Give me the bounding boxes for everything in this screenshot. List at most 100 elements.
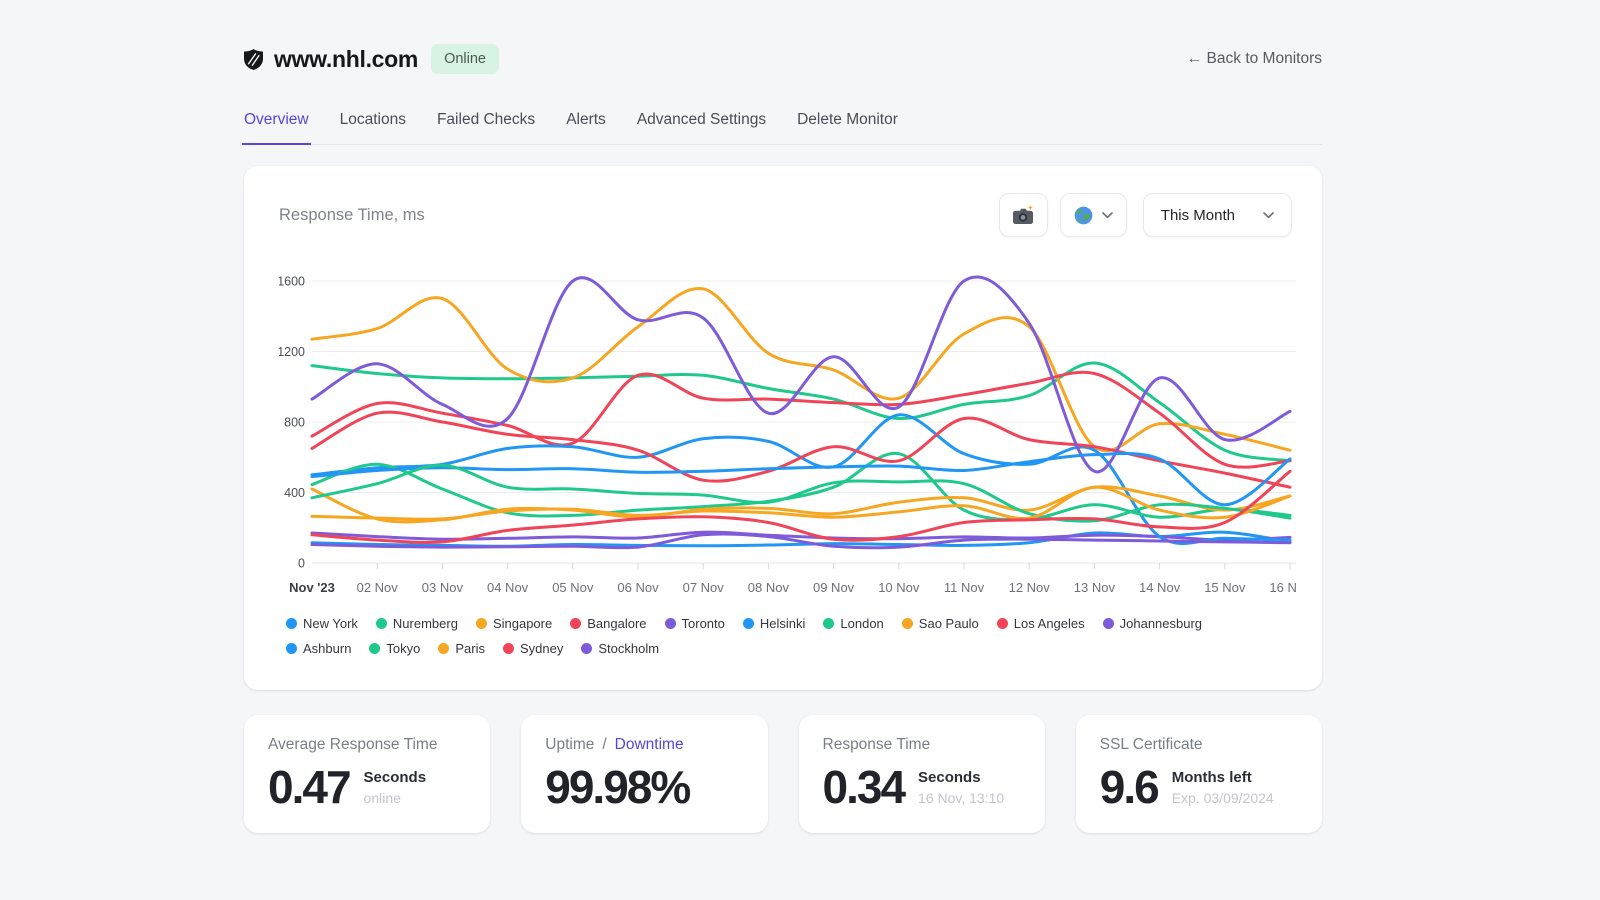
period-label: This Month [1160, 206, 1235, 224]
status-badge: Online [431, 44, 499, 74]
legend-label: Los Angeles [1013, 616, 1085, 631]
stat-sub: online [363, 789, 401, 806]
stat-side: Seconds online [364, 769, 427, 806]
legend-item-ashburn[interactable]: Ashburn [286, 641, 351, 656]
tab-overview[interactable]: Overview [242, 111, 311, 145]
x-axis-label: 08 Nov [748, 580, 790, 595]
x-axis-label: 12 Nov [1009, 580, 1051, 595]
legend-item-los-angeles[interactable]: Los Angeles [996, 616, 1085, 631]
legend-item-nuremberg[interactable]: Nuremberg [375, 616, 458, 631]
stat-value-row: 0.34 Seconds 16 Nov, 13:10 [823, 763, 1021, 812]
legend-item-toronto[interactable]: Toronto [664, 616, 725, 631]
legend-dot [1102, 618, 1114, 629]
tab-alerts[interactable]: Alerts [566, 111, 606, 128]
legend-item-london[interactable]: London [823, 616, 884, 631]
site-cluster: www.nhl.com Online [244, 44, 499, 74]
back-to-monitors-link[interactable]: ← Back to Monitors [1186, 50, 1322, 67]
stat-card-average-response-time: Average Response Time 0.47 Seconds online [244, 715, 491, 834]
legend-dot [742, 618, 754, 629]
series-line-johannesburg [310, 275, 1292, 474]
legend-dot [438, 643, 450, 654]
stat-side: Months left Exp. 03/09/2024 [1172, 769, 1274, 806]
legend-item-singapore[interactable]: Singapore [475, 616, 553, 631]
legend-dot [823, 618, 835, 629]
legend-item-tokyo[interactable]: Tokyo [369, 641, 420, 656]
x-axis-label: 03 Nov [422, 580, 464, 595]
page-title: www.nhl.com [274, 45, 419, 72]
legend-label: Sao Paulo [918, 616, 979, 631]
stat-label-text: Average Response Time [268, 736, 438, 753]
stat-label-text: SSL Certificate [1099, 736, 1203, 753]
x-axis-label: 11 Nov [944, 580, 985, 595]
stat-label: SSL Certificate [1100, 736, 1298, 754]
tab-failed-checks[interactable]: Failed Checks [436, 111, 536, 128]
stat-label-text: Response Time [822, 736, 931, 753]
nhl-shield-icon [244, 48, 263, 70]
legend-dot [286, 618, 297, 629]
x-axis-label: 02 Nov [357, 580, 399, 595]
region-select-button[interactable] [1059, 193, 1127, 237]
x-axis-label: 16 Nov [1269, 580, 1296, 595]
legend-label: Tokyo [386, 641, 421, 656]
x-axis-label: 09 Nov [813, 580, 855, 595]
legend-label: Sydney [520, 641, 564, 656]
legend-label: Paris [455, 641, 486, 656]
legend-dot [375, 618, 387, 629]
legend-dot [503, 643, 515, 654]
page-header: www.nhl.com Online ← Back to Monitors [244, 44, 1322, 74]
screenshot-button[interactable] [998, 193, 1048, 237]
series-line-stockholm [310, 532, 1292, 550]
legend-label: Ashburn [303, 641, 352, 656]
tab-delete-monitor[interactable]: Delete Monitor [797, 111, 898, 128]
legend-item-bangalore[interactable]: Bangalore [570, 616, 647, 631]
legend-dot [475, 618, 487, 629]
legend-item-new-york[interactable]: New York [286, 616, 358, 631]
stat-value: 99.98% [545, 761, 691, 813]
legend-dot [369, 643, 381, 654]
period-select[interactable]: This Month [1142, 193, 1292, 237]
legend-dot [901, 618, 913, 629]
stat-unit: Months left [1171, 768, 1252, 786]
stat-side: Seconds 16 Nov, 13:10 [918, 769, 1004, 806]
series-line-tokyo [310, 463, 1292, 523]
tab-advanced-settings[interactable]: Advanced Settings [636, 111, 767, 128]
response-time-card: Response Time, ms [244, 166, 1322, 690]
legend-dot [996, 618, 1008, 629]
legend-label: New York [303, 616, 358, 631]
series-line-los-angeles [310, 410, 1292, 489]
legend-item-sydney[interactable]: Sydney [503, 641, 563, 656]
legend-item-stockholm[interactable]: Stockholm [581, 641, 659, 656]
y-axis-label: 1200 [279, 345, 305, 359]
series-line-bangalore [310, 370, 1292, 469]
x-axis-label: 14 Nov [1139, 580, 1181, 595]
x-axis-label: Nov '23 [289, 580, 335, 595]
stat-label-text: Uptime [545, 736, 595, 753]
chart-title: Response Time, ms [279, 205, 425, 224]
stat-card-uptime: Uptime / Downtime 99.98% [521, 715, 768, 834]
stat-unit: Seconds [918, 768, 981, 786]
legend-item-paris[interactable]: Paris [438, 641, 485, 656]
stat-unit: Seconds [363, 768, 427, 786]
tab-locations[interactable]: Locations [339, 111, 406, 128]
legend-label: Singapore [492, 616, 553, 631]
legend-dot [581, 643, 593, 654]
stat-label: Uptime / Downtime [545, 736, 743, 754]
stat-label-accent[interactable]: Downtime [614, 736, 684, 753]
stat-sub: Exp. 03/09/2024 [1171, 789, 1274, 806]
series-line-sydney [310, 469, 1292, 544]
legend-item-helsinki[interactable]: Helsinki [742, 616, 805, 631]
legend-label: Bangalore [587, 616, 647, 631]
legend-item-sao-paulo[interactable]: Sao Paulo [901, 616, 979, 631]
chevron-down-icon [1101, 211, 1113, 218]
x-axis-label: 05 Nov [552, 580, 594, 595]
stat-value: 9.6 [1099, 761, 1160, 813]
legend-dot [664, 618, 676, 629]
legend-item-johannesburg[interactable]: Johannesburg [1102, 616, 1203, 631]
legend-label: Johannesburg [1119, 616, 1203, 631]
chart-legend: New York Nuremberg Singapore Bangalore Toron… [279, 616, 1283, 666]
x-axis-label: 15 Nov [1204, 580, 1246, 595]
stat-value-row: 9.6 Months left Exp. 03/09/2024 [1099, 761, 1298, 813]
page-content: www.nhl.com Online ← Back to Monitors Ov… [242, 0, 1322, 834]
series-line-ashburn [310, 452, 1292, 507]
chart-controls: This Month [998, 193, 1292, 237]
